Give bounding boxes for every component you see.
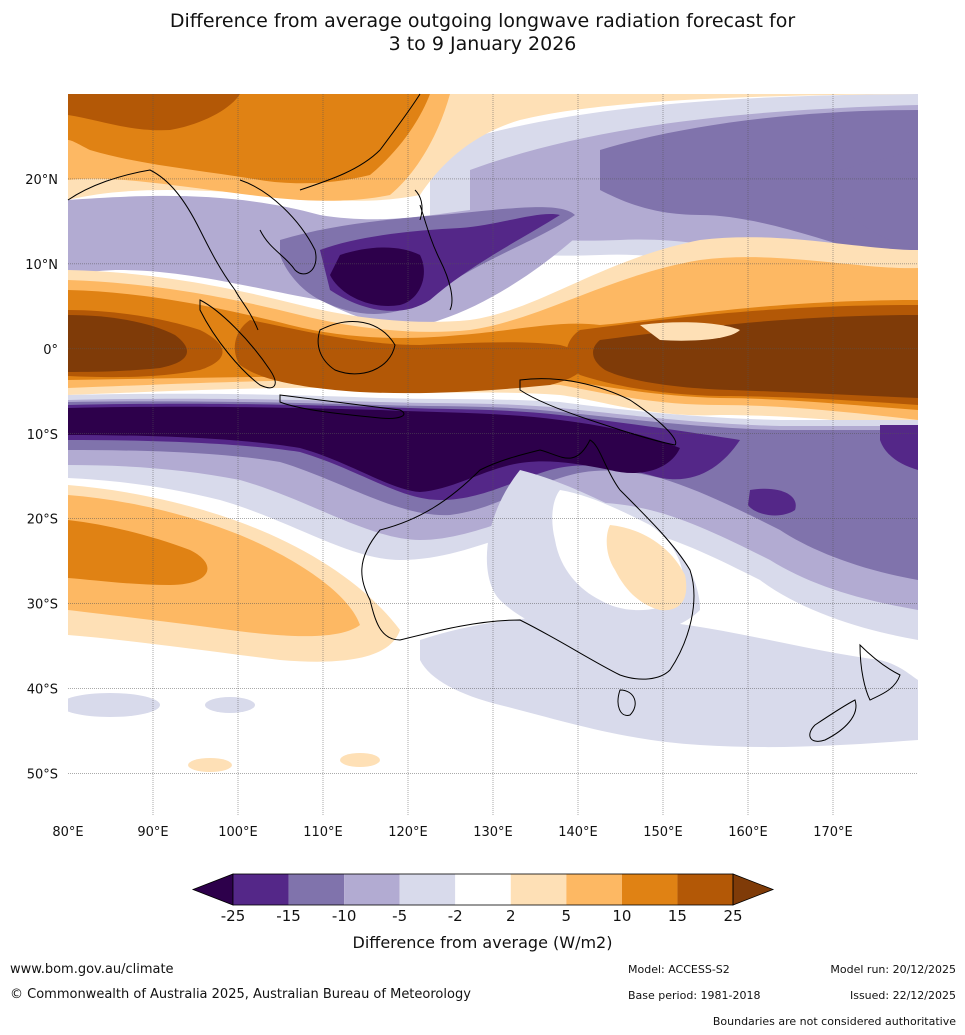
- colorbar-swatch: [621, 874, 678, 905]
- blob-light-purple-1: [68, 693, 160, 717]
- colorbar-extend-min: [191, 873, 234, 906]
- region-neg-south-core: [68, 406, 680, 492]
- title-line-2: 3 to 9 January 2026: [388, 33, 577, 55]
- footer-model-run: Model run: 20/12/2025: [830, 963, 956, 976]
- region-neg-ne: [840, 150, 918, 250]
- region-pos-pacific-notch: [640, 322, 740, 341]
- colorbar-tick-label: 25: [723, 907, 743, 925]
- blob-light-orange-1: [340, 753, 380, 767]
- longitude-label: 150°E: [643, 825, 683, 840]
- colorbar-tick-label: -25: [220, 907, 246, 925]
- coastline-taiwan: [414, 189, 423, 221]
- coastline-philippines: [419, 204, 453, 311]
- coastline-asia: [67, 93, 421, 331]
- region-neg-coral-sea: [748, 488, 796, 516]
- footer-issued: Issued: 22/12/2025: [849, 989, 956, 1002]
- longitude-label: 110°E: [303, 825, 343, 840]
- region-pos-asia-deep: [68, 94, 240, 131]
- colorbar-swatch: [510, 874, 567, 905]
- colorbar-swatch: [566, 874, 622, 905]
- colorbar-title: Difference from average (W/m2): [352, 933, 613, 952]
- chart-title: Difference from average outgoing longwav…: [0, 10, 965, 56]
- region-pos-sw-mid: [68, 495, 360, 637]
- title-line-1: Difference from average outgoing longwav…: [169, 10, 796, 32]
- colorbar-tick-label: 2: [505, 907, 516, 925]
- anomaly-field: [68, 94, 918, 816]
- latitude-label: 30°S: [27, 598, 58, 613]
- footer-disclaimer: Boundaries are not considered authoritat…: [712, 1015, 956, 1028]
- coastline-new-guinea: [519, 378, 677, 446]
- colorbar-tick-label: 10: [612, 907, 632, 925]
- region-pos-indian-core: [68, 315, 187, 372]
- latitude-label: 10°N: [25, 258, 58, 273]
- coastlines: [67, 93, 901, 742]
- longitude-label: 120°E: [388, 825, 428, 840]
- colorbar-tick-label: -5: [392, 907, 408, 925]
- coastline-sumatra: [199, 299, 276, 389]
- colorbar-swatch: [344, 874, 400, 905]
- longitude-label: 100°E: [218, 825, 258, 840]
- colorbar: [191, 873, 775, 906]
- footer-website: www.bom.gov.au/climate: [10, 962, 174, 977]
- coastline-nz-north: [859, 643, 901, 701]
- coastline-borneo: [317, 321, 396, 375]
- region-neg-southern-ocean: [420, 616, 918, 748]
- colorbar-swatch: [233, 874, 289, 905]
- colorbar-tick-label: -10: [331, 907, 357, 925]
- colorbar-extend-max: [732, 873, 775, 906]
- colorbar-swatch: [288, 874, 345, 905]
- colorbar-swatch: [455, 874, 511, 905]
- latitude-labels: 20°N 10°N 0° 10°S 20°S 30°S 40°S 50°S: [25, 173, 58, 783]
- coastline-tasmania: [617, 689, 636, 716]
- latitude-label: 20°S: [27, 513, 58, 528]
- region-neg-east-deep: [880, 425, 918, 470]
- latitude-label: 0°: [43, 343, 58, 358]
- footer-copyright: © Commonwealth of Australia 2025, Austra…: [10, 987, 471, 1002]
- longitude-label: 130°E: [473, 825, 513, 840]
- longitude-label: 90°E: [137, 825, 168, 840]
- latitude-label: 50°S: [27, 768, 58, 783]
- footer-model: Model: ACCESS-S2: [628, 963, 730, 976]
- longitude-label: 170°E: [813, 825, 853, 840]
- colorbar-tick-label: 15: [667, 907, 687, 925]
- colorbar-tick-label: 5: [561, 907, 572, 925]
- region-pos-sw-strong: [68, 520, 208, 585]
- longitude-label: 80°E: [52, 825, 83, 840]
- longitude-label: 140°E: [558, 825, 598, 840]
- coastline-java: [279, 394, 405, 419]
- coastline-nz-south: [809, 699, 857, 742]
- coastline-australia: [361, 439, 695, 680]
- blob-light-orange-2: [188, 758, 232, 772]
- longitude-labels: 80°E 90°E 100°E 110°E 120°E 130°E 140°E 150°E 16…: [52, 825, 852, 840]
- region-aus-east-positive: [606, 525, 687, 611]
- region-neg-north-strong: [600, 110, 918, 270]
- colorbar-outline: [232, 873, 734, 906]
- footer-base-period: Base period: 1981-2018: [628, 989, 761, 1002]
- blob-light-purple-2: [205, 697, 255, 713]
- region-pos-maritime-deep: [234, 320, 586, 394]
- colorbar-tick-label: -15: [276, 907, 301, 925]
- colorbar-swatch: [399, 874, 456, 905]
- longitude-label: 160°E: [728, 825, 768, 840]
- latitude-label: 20°N: [25, 173, 58, 188]
- region-neg-scs-core: [330, 247, 424, 306]
- colorbar-tick-label: -2: [447, 907, 463, 925]
- latitude-label: 40°S: [27, 683, 58, 698]
- colorbar-swatch: [677, 874, 733, 905]
- latitude-label: 10°S: [27, 428, 58, 443]
